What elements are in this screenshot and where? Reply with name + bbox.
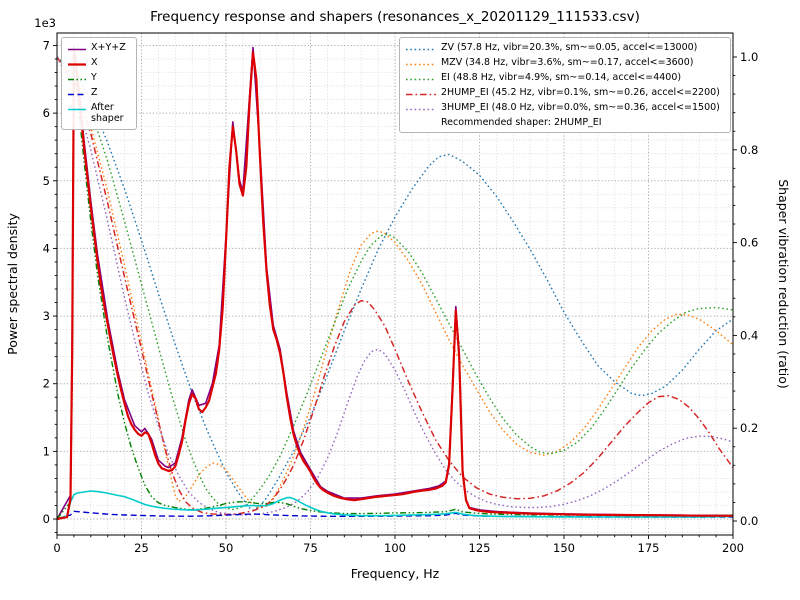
legend-item-label: Y (91, 72, 97, 83)
y-left-tick-label: 4 (43, 241, 50, 255)
series-x (56, 51, 734, 521)
series-layer (56, 46, 734, 521)
legend-item-label: ZV (57.8 Hz, vibr=20.3%, sm~=0.05, accel… (441, 42, 698, 53)
y-right-tick-label: 0.2 (740, 421, 758, 435)
legend-item: 3HUMP_EI (48.0 Hz, vibr=0.0%, sm~=0.36, … (405, 102, 725, 115)
chart-title: Frequency response and shapers (resonanc… (150, 9, 640, 25)
y-left-tick-label: 3 (43, 309, 50, 323)
x-tick-label: 125 (469, 541, 491, 555)
legend-item: Y (67, 72, 131, 85)
legend-line-sample (406, 78, 436, 81)
y-right-axis-label: Shaper vibration reduction (ratio) (776, 179, 791, 389)
y-right-tick-label: 0.4 (740, 328, 758, 342)
y-right-tick-label: 0.6 (740, 236, 758, 250)
y-left-tick-label: 0 (43, 512, 50, 526)
legend-item-label: X (91, 57, 98, 68)
legend-footer: Recommended shaper: 2HUMP_EI (405, 117, 725, 128)
x-tick-label: 0 (53, 541, 60, 555)
y-left-tick-label: 2 (43, 377, 50, 391)
series-mzv (56, 56, 734, 509)
legend-line-sample (406, 48, 436, 51)
x-tick-label: 175 (638, 541, 660, 555)
legend-psd: X+Y+Z X Y Z After shaper (61, 37, 137, 130)
legend-item-label: EI (48.8 Hz, vibr=4.9%, sm~=0.14, accel<… (441, 72, 682, 83)
y-left-tick-label: 7 (43, 38, 50, 52)
legend-item-label: Z (91, 87, 98, 98)
legend-item: ZV (57.8 Hz, vibr=20.3%, sm~=0.05, accel… (405, 42, 725, 55)
recommended-shaper-text: Recommended shaper: 2HUMP_EI (441, 117, 602, 128)
axes-layer: 0 25 50 75 100 125 150 175 200 0 1 2 3 4 5 6 7 0.0 0.2 0.4 0… (43, 32, 758, 555)
y-right-tick-label: 0.8 (740, 143, 758, 157)
series-after-shaper (56, 490, 734, 520)
legend-item-label: X+Y+Z (91, 42, 126, 53)
legend-item: 2HUMP_EI (45.2 Hz, vibr=0.1%, sm~=0.26, … (405, 87, 725, 100)
x-tick-label: 100 (384, 541, 406, 555)
legend-shapers: ZV (57.8 Hz, vibr=20.3%, sm~=0.05, accel… (399, 37, 731, 134)
series-2hump-ei (56, 56, 734, 516)
legend-item: MZV (34.8 Hz, vibr=3.6%, sm~=0.17, accel… (405, 57, 725, 70)
x-tick-label: 200 (722, 541, 744, 555)
legend-item-label: MZV (34.8 Hz, vibr=3.6%, sm~=0.17, accel… (441, 57, 694, 68)
y-right-tick-label: 0.0 (740, 514, 758, 528)
y-left-tick-label: 6 (43, 106, 50, 120)
x-tick-label: 25 (134, 541, 149, 555)
y-left-offset-label: 1e3 (34, 16, 56, 30)
y-left-tick-label: 1 (43, 444, 50, 458)
legend-line-sample (68, 93, 86, 96)
x-tick-label: 75 (303, 541, 318, 555)
y-left-tick-label: 5 (43, 174, 50, 188)
legend-line-sample (68, 108, 86, 111)
legend-line-sample (406, 93, 436, 96)
legend-item: X+Y+Z (67, 42, 131, 55)
legend-item: EI (48.8 Hz, vibr=4.9%, sm~=0.14, accel<… (405, 72, 725, 85)
legend-line-sample (406, 63, 436, 66)
x-axis-label: Frequency, Hz (351, 566, 440, 581)
legend-line-sample (406, 108, 436, 111)
x-tick-label: 50 (219, 541, 234, 555)
y-right-tick-label: 1.0 (740, 50, 758, 64)
series-y (56, 71, 734, 520)
y-left-axis-label: Power spectral density (5, 213, 20, 355)
legend-line-sample (68, 48, 86, 51)
legend-item-label: 3HUMP_EI (48.0 Hz, vibr=0.0%, sm~=0.36, … (441, 102, 720, 113)
legend-item-label: After shaper (91, 102, 124, 125)
legend-item: Z (67, 87, 131, 100)
legend-line-sample (68, 63, 86, 66)
legend-line-sample (68, 78, 86, 81)
legend-item-label: 2HUMP_EI (45.2 Hz, vibr=0.1%, sm~=0.26, … (441, 87, 720, 98)
legend-item: X (67, 57, 131, 70)
legend-item: After shaper (67, 102, 131, 125)
x-tick-label: 150 (553, 541, 575, 555)
